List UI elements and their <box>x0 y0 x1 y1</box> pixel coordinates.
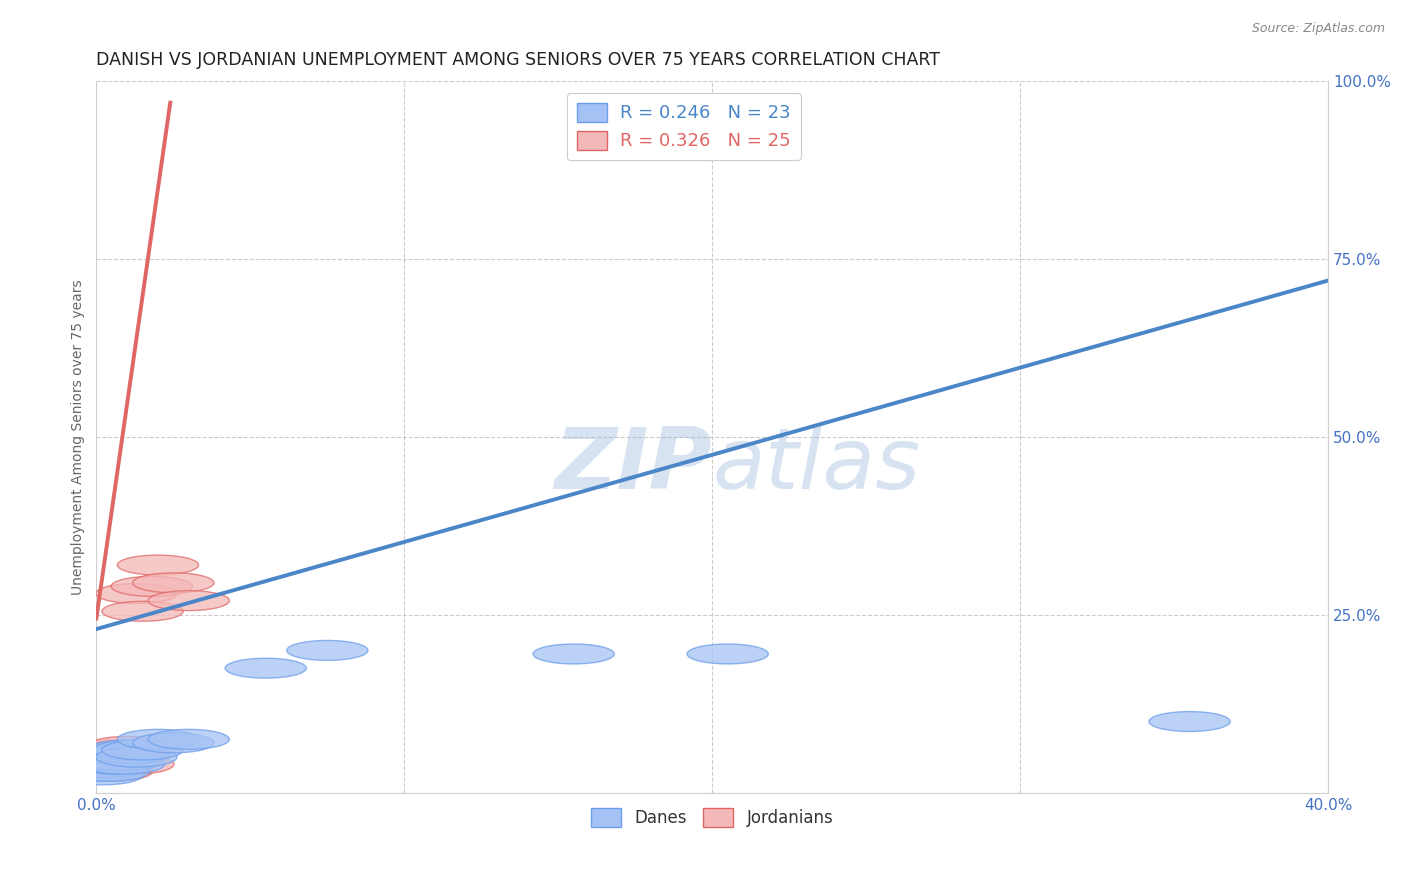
Ellipse shape <box>101 601 183 621</box>
Ellipse shape <box>59 762 141 781</box>
Ellipse shape <box>67 751 149 771</box>
Ellipse shape <box>75 740 156 760</box>
Ellipse shape <box>77 751 159 771</box>
Ellipse shape <box>72 762 152 781</box>
Ellipse shape <box>59 758 141 778</box>
Ellipse shape <box>65 758 146 778</box>
Ellipse shape <box>87 737 167 756</box>
Ellipse shape <box>75 755 156 774</box>
Ellipse shape <box>688 644 768 664</box>
Ellipse shape <box>148 591 229 610</box>
Ellipse shape <box>96 583 177 604</box>
Ellipse shape <box>67 762 149 781</box>
Ellipse shape <box>90 744 172 764</box>
Ellipse shape <box>132 733 214 753</box>
Text: DANISH VS JORDANIAN UNEMPLOYMENT AMONG SENIORS OVER 75 YEARS CORRELATION CHART: DANISH VS JORDANIAN UNEMPLOYMENT AMONG S… <box>97 51 941 69</box>
Ellipse shape <box>90 744 172 764</box>
Ellipse shape <box>62 751 143 771</box>
Ellipse shape <box>117 730 198 749</box>
Ellipse shape <box>83 755 165 774</box>
Ellipse shape <box>83 740 165 760</box>
Y-axis label: Unemployment Among Seniors over 75 years: Unemployment Among Seniors over 75 years <box>72 279 86 595</box>
Ellipse shape <box>67 744 149 764</box>
Ellipse shape <box>59 762 141 781</box>
Ellipse shape <box>65 758 146 778</box>
Ellipse shape <box>80 744 162 764</box>
Ellipse shape <box>65 747 146 767</box>
Text: Source: ZipAtlas.com: Source: ZipAtlas.com <box>1251 22 1385 36</box>
Text: ZIP: ZIP <box>554 424 713 507</box>
Ellipse shape <box>65 755 146 774</box>
Ellipse shape <box>75 744 156 764</box>
Ellipse shape <box>62 765 143 785</box>
Ellipse shape <box>287 640 368 660</box>
Ellipse shape <box>72 747 152 767</box>
Ellipse shape <box>101 740 183 760</box>
Legend: Danes, Jordanians: Danes, Jordanians <box>585 802 841 834</box>
Ellipse shape <box>67 751 149 771</box>
Ellipse shape <box>132 573 214 593</box>
Ellipse shape <box>96 747 177 767</box>
Ellipse shape <box>80 751 162 771</box>
Ellipse shape <box>533 644 614 664</box>
Ellipse shape <box>87 740 167 760</box>
Ellipse shape <box>62 755 143 774</box>
Ellipse shape <box>77 744 159 764</box>
Ellipse shape <box>72 755 152 774</box>
Ellipse shape <box>117 555 198 575</box>
Ellipse shape <box>93 755 174 774</box>
Ellipse shape <box>111 576 193 597</box>
Ellipse shape <box>1149 712 1230 731</box>
Text: atlas: atlas <box>713 424 921 507</box>
Ellipse shape <box>93 740 174 760</box>
Ellipse shape <box>225 658 307 678</box>
Ellipse shape <box>148 730 229 749</box>
